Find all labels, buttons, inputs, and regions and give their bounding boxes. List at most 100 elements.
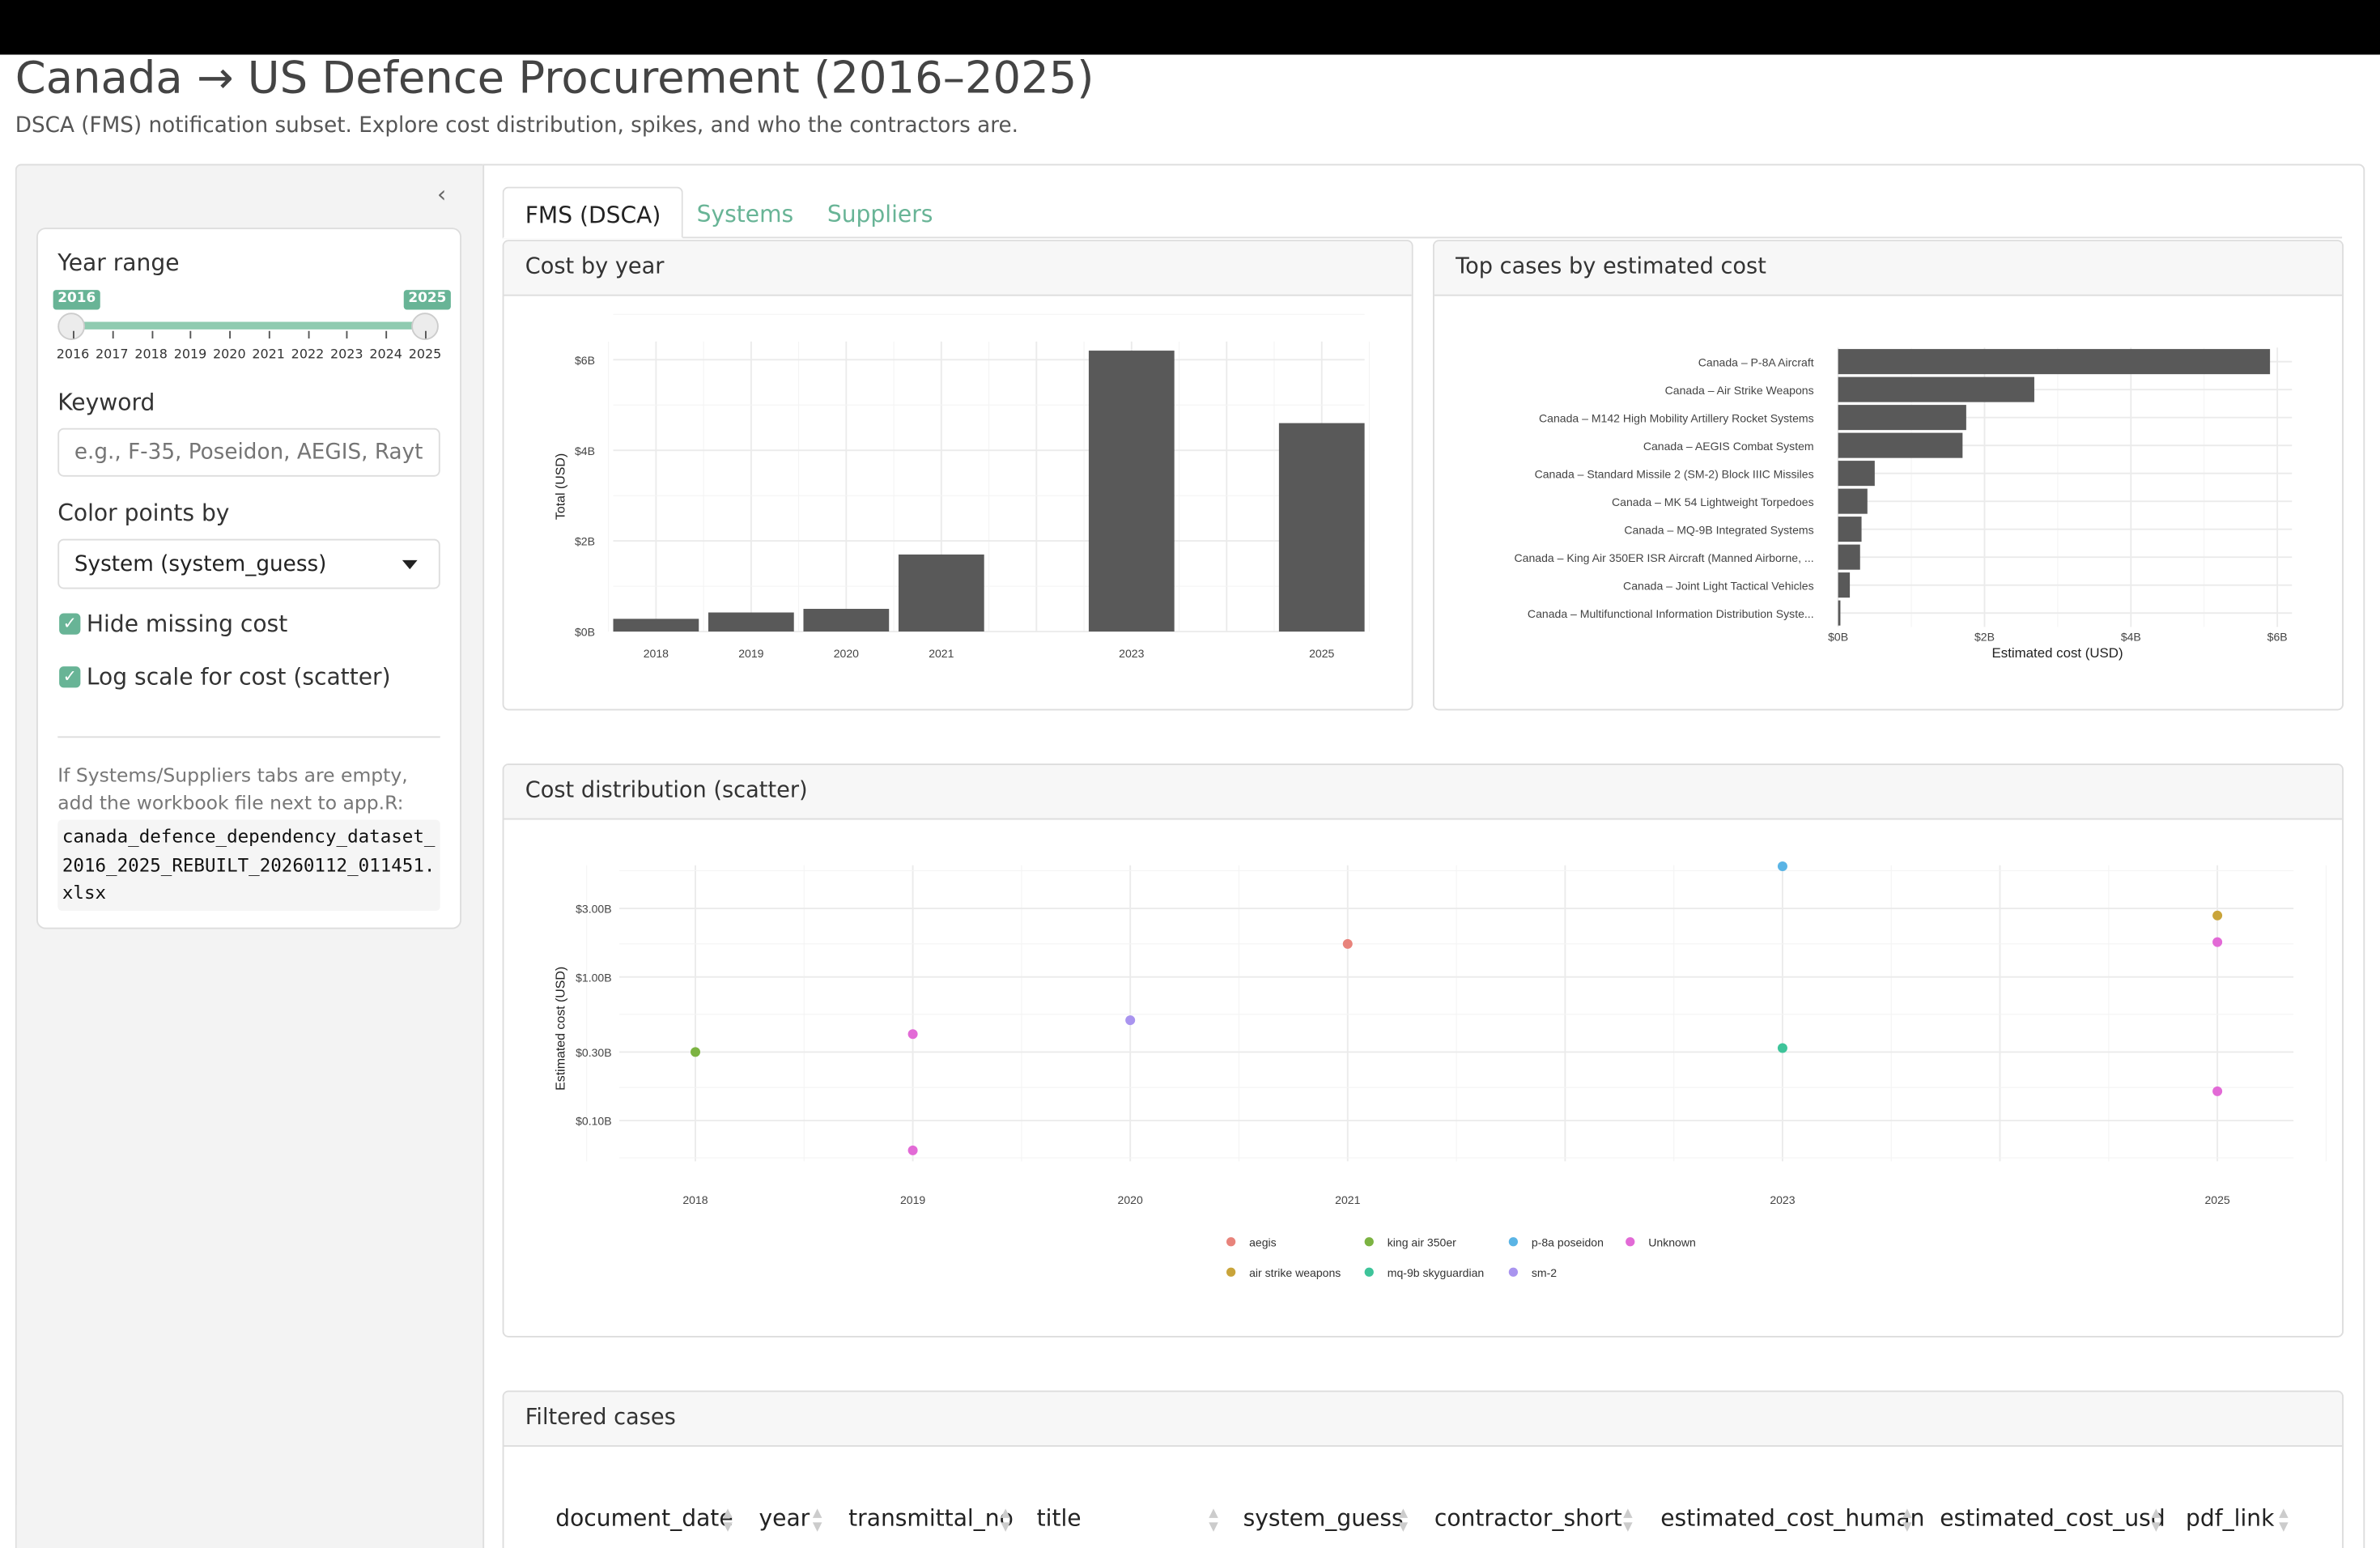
y-tick-label: Canada – King Air 350ER ISR Aircraft (Ma… — [1515, 551, 1814, 564]
year-range-tickmark — [151, 330, 153, 339]
year-range-tick-label: 2023 — [330, 347, 363, 364]
year-range-tickmark — [425, 330, 427, 339]
x-tick-label: $6B — [2267, 630, 2288, 643]
sort-arrows-icon[interactable]: ▲▼ — [2276, 1506, 2291, 1533]
y-tick-label: Canada – Multifunctional Information Dis… — [1528, 607, 1814, 620]
keyword-input[interactable] — [57, 427, 440, 477]
sort-arrows-icon[interactable]: ▲▼ — [720, 1506, 735, 1533]
year-range-tickmark — [307, 330, 309, 339]
sort-arrows-icon[interactable]: ▲▼ — [1206, 1506, 1221, 1533]
year-range-from-handle[interactable] — [57, 313, 85, 340]
color-by-selected-value: System (system_guess) — [74, 552, 327, 577]
y-tick-label: $0.30B — [576, 1046, 612, 1059]
column-header-estimated_cost_usd[interactable]: estimated_cost_usd — [1940, 1504, 2165, 1532]
legend-key — [1226, 1237, 1236, 1247]
bar — [1838, 432, 1963, 458]
y-tick-label: $3.00B — [576, 903, 612, 916]
cost-by-year-title: Cost by year — [504, 241, 1412, 296]
top-cases-chart: $0B $2B $4B $6B Canada – P-8A Aircraft Canada… — [1515, 347, 2293, 661]
sort-arrows-icon[interactable]: ▲▼ — [1621, 1506, 1635, 1533]
scatter-title: Cost distribution (scatter) — [504, 765, 2343, 820]
filtered-cases-title: Filtered cases — [504, 1392, 2343, 1447]
y-tick-label: $6B — [575, 354, 595, 367]
sidebar-card — [36, 228, 461, 929]
y-tick-label: Canada – Standard Missile 2 (SM-2) Block… — [1535, 467, 1814, 480]
column-header-contractor_short[interactable]: contractor_short — [1434, 1504, 1622, 1532]
year-range-tick-label: 2025 — [408, 347, 442, 364]
legend-label: p-8a poseidon — [1532, 1235, 1604, 1248]
legend-key — [1226, 1267, 1236, 1277]
y-tick-label: $4B — [575, 444, 595, 457]
column-header-title[interactable]: title — [1036, 1504, 1082, 1532]
scatter-point — [2212, 910, 2223, 921]
log-scale-label: Log scale for cost (scatter) — [86, 663, 391, 691]
sort-arrows-icon[interactable]: ▲▼ — [810, 1506, 825, 1533]
year-range-tickmark — [346, 330, 349, 339]
tab-systems[interactable]: Systems — [696, 200, 794, 228]
bar — [1838, 572, 1851, 598]
log-scale-checkbox[interactable]: ✓ — [59, 666, 81, 688]
x-tick-label: 2025 — [1309, 647, 1334, 660]
scatter-point — [907, 1145, 918, 1155]
column-header-pdf_link[interactable]: pdf_link — [2186, 1504, 2275, 1532]
legend-label: king air 350er — [1388, 1235, 1456, 1248]
scatter-point — [907, 1029, 918, 1040]
column-header-system_guess[interactable]: system_guess — [1243, 1504, 1404, 1532]
x-tick-label: 2021 — [929, 647, 954, 660]
sort-arrows-icon[interactable]: ▲▼ — [2149, 1506, 2163, 1533]
year-range-tick-label: 2024 — [369, 347, 402, 364]
chevron-left-icon[interactable]: ‹ — [437, 181, 447, 208]
y-tick-label: Canada – M142 High Mobility Artillery Ro… — [1539, 411, 1814, 424]
page-subtitle: DSCA (FMS) notification subset. Explore … — [15, 113, 1018, 138]
scatter-chart: $0.10B $0.30B $1.00B $3.00B 2018 2019 2020 2021… — [555, 861, 2327, 1279]
tab-suppliers[interactable]: Suppliers — [827, 200, 933, 228]
bar — [708, 612, 794, 632]
x-tick-label: $2B — [1974, 630, 1995, 643]
x-tick-label: 2019 — [900, 1193, 925, 1206]
x-tick-label: $0B — [1828, 630, 1848, 643]
sort-arrows-icon[interactable]: ▲▼ — [1396, 1506, 1410, 1533]
scatter-point — [1342, 938, 1353, 949]
sort-arrows-icon[interactable]: ▲▼ — [998, 1506, 1013, 1533]
keyword-label: Keyword — [57, 389, 155, 416]
legend-label: aegis — [1249, 1235, 1277, 1248]
year-range-label: Year range — [57, 249, 180, 277]
column-header-year[interactable]: year — [759, 1504, 810, 1532]
hide-missing-checkbox[interactable]: ✓ — [59, 613, 81, 635]
y-tick-label: $0.10B — [576, 1115, 612, 1128]
year-range-to-badge: 2025 — [403, 290, 451, 310]
scatter-card: Cost distribution (scatter) $0.10B $0.30B… — [502, 763, 2344, 1337]
bar — [1088, 351, 1175, 632]
year-range-from-badge: 2016 — [53, 290, 100, 310]
sort-arrows-icon[interactable]: ▲▼ — [1900, 1506, 1915, 1533]
hide-missing-label: Hide missing cost — [86, 610, 288, 638]
column-header-estimated_cost_human[interactable]: estimated_cost_human — [1660, 1504, 1925, 1532]
tab-fms-dsca[interactable]: FMS (DSCA) — [502, 186, 684, 239]
year-range-tickmark — [385, 330, 388, 339]
bar — [1838, 376, 2034, 402]
year-range-tickmark — [229, 330, 232, 339]
column-header-document_date[interactable]: document_date — [555, 1504, 733, 1532]
x-tick-label: 2023 — [1119, 647, 1144, 660]
scatter-point — [691, 1047, 701, 1057]
bar — [803, 609, 890, 632]
bar — [1838, 349, 2271, 375]
column-header-transmittal_no[interactable]: transmittal_no — [848, 1504, 1014, 1532]
x-axis-label: Estimated cost (USD) — [1992, 645, 2123, 661]
y-axis-label: Total (USD) — [555, 453, 568, 520]
bar — [1838, 517, 1862, 542]
color-by-select[interactable]: System (system_guess) — [57, 538, 440, 589]
legend-label: Unknown — [1648, 1235, 1696, 1248]
y-tick-label: Canada – AEGIS Combat System — [1643, 440, 1814, 453]
x-tick-label: 2023 — [1770, 1193, 1795, 1206]
year-range-tick-label: 2018 — [134, 347, 168, 364]
legend-key — [1364, 1267, 1374, 1277]
year-range-tick-label: 2016 — [56, 347, 90, 364]
bar — [1278, 423, 1365, 632]
year-range-slider-track[interactable] — [71, 321, 427, 330]
y-tick-label: $1.00B — [576, 971, 612, 984]
y-tick-label: $0B — [575, 626, 595, 639]
x-tick-label: 2021 — [1335, 1193, 1360, 1206]
x-tick-label: 2020 — [1118, 1193, 1143, 1206]
